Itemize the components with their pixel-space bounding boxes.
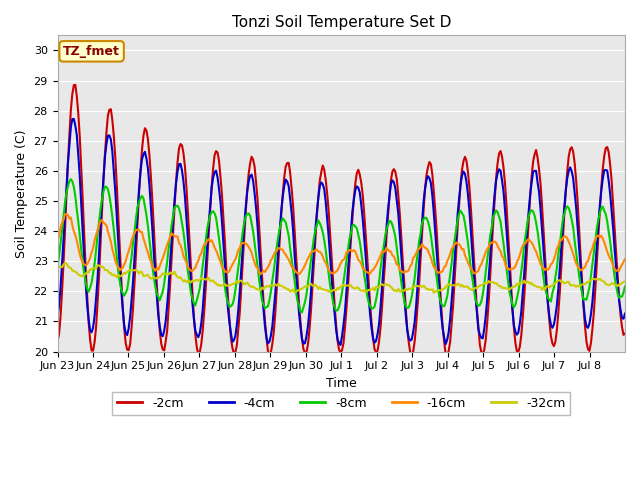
Y-axis label: Soil Temperature (C): Soil Temperature (C)	[15, 129, 28, 258]
Text: TZ_fmet: TZ_fmet	[63, 45, 120, 58]
Legend: -2cm, -4cm, -8cm, -16cm, -32cm: -2cm, -4cm, -8cm, -16cm, -32cm	[112, 392, 570, 415]
X-axis label: Time: Time	[326, 377, 356, 390]
Title: Tonzi Soil Temperature Set D: Tonzi Soil Temperature Set D	[232, 15, 451, 30]
